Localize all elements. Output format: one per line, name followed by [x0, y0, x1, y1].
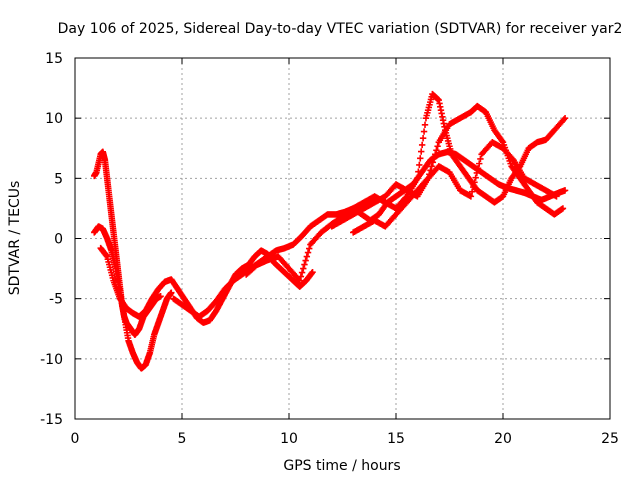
data-point [472, 174, 479, 181]
data-point [473, 169, 481, 177]
y-axis-label: SDTVAR / TECUs [7, 181, 23, 296]
data-point [418, 148, 425, 155]
series-track-e [243, 90, 569, 284]
data-point [157, 293, 164, 300]
y-tick-label: 0 [54, 232, 63, 248]
data-point [419, 135, 427, 142]
x-tick-label: 25 [601, 431, 619, 447]
x-tick-label: 0 [71, 431, 80, 447]
data-point [476, 160, 483, 167]
data-point [304, 249, 312, 256]
chart-title: Day 106 of 2025, Sidereal Day-to-day VTE… [58, 21, 623, 37]
data-point [471, 179, 478, 186]
x-tick-labels: 0 5 10 15 20 25 [71, 431, 619, 447]
data-point [296, 277, 303, 284]
y-tick-label: -10 [40, 352, 63, 368]
data-point [415, 168, 422, 175]
x-tick-label: 15 [387, 431, 405, 447]
data-point [428, 163, 435, 170]
data-point [301, 261, 308, 268]
data-point [418, 141, 426, 149]
data-point [434, 143, 441, 150]
data-point [561, 114, 569, 122]
data-point [432, 151, 439, 158]
data-point [430, 155, 438, 162]
data-point [306, 245, 313, 252]
x-tick-label: 20 [494, 431, 512, 447]
data-point [417, 155, 424, 162]
data-point [302, 257, 309, 264]
axis-ticks [74, 57, 611, 420]
y-tick-label: -5 [49, 292, 63, 308]
data-point [303, 253, 311, 260]
y-tick-label: 5 [54, 171, 63, 187]
data-point [298, 269, 306, 276]
data-point [300, 265, 307, 272]
data-point [309, 268, 316, 276]
x-tick-label: 10 [280, 431, 298, 447]
y-tick-label: 15 [45, 51, 63, 67]
data-point [474, 165, 482, 172]
series-track-b [91, 223, 175, 372]
x-axis-label: GPS time / hours [283, 458, 400, 474]
data-point [559, 205, 567, 212]
data-point [553, 193, 560, 200]
series-track-g [328, 139, 560, 230]
data-point [168, 289, 175, 296]
y-tick-label: 10 [45, 111, 63, 127]
data-point [429, 159, 437, 166]
y-tick-label: -15 [40, 412, 63, 428]
data-point [470, 183, 477, 191]
x-tick-label: 5 [178, 431, 187, 447]
y-tick-labels: -15 -10 -5 0 5 10 15 [40, 51, 63, 428]
data-point [420, 128, 428, 135]
data-point [414, 175, 421, 182]
data-marks [91, 90, 569, 372]
data-point [561, 187, 569, 194]
data-point [433, 147, 440, 154]
data-point [467, 193, 475, 200]
data-point [297, 273, 305, 280]
data-point [477, 155, 484, 163]
data-point [468, 188, 476, 195]
data-point [416, 161, 423, 169]
data-point [421, 121, 429, 129]
